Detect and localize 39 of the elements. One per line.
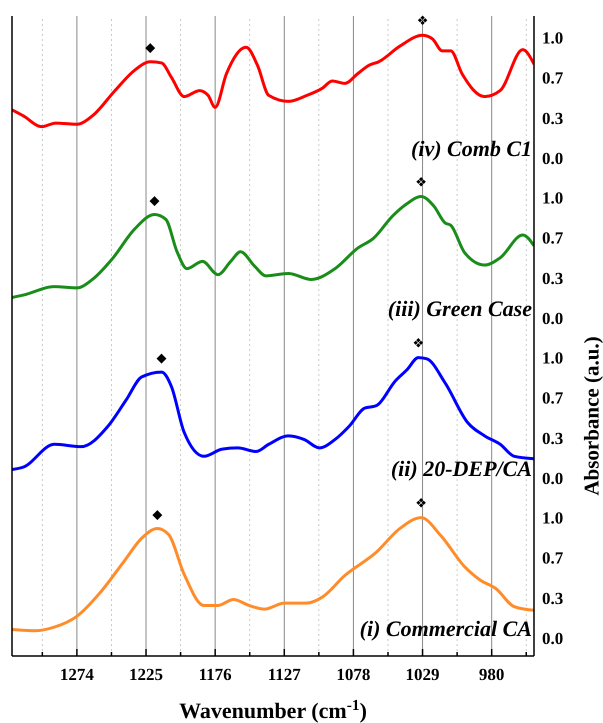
annotation: ❖ — [415, 175, 427, 190]
y-tick-label: 0.0 — [542, 468, 564, 488]
annotation: ◆ — [156, 351, 167, 366]
y-tick-label: 0.0 — [542, 628, 564, 648]
y-tick-label: 0.7 — [542, 228, 564, 248]
annotation: (i) Commercial CA — [360, 616, 532, 642]
line-series — [12, 194, 534, 300]
y-tick-label: 0.3 — [542, 428, 564, 448]
y-tick-label: 1.0 — [542, 28, 564, 48]
y-tick-label: 1.0 — [542, 508, 564, 528]
y-tick-label: 0.0 — [542, 308, 564, 328]
annotation: ❖ — [412, 336, 424, 352]
y-tick-label: 0.7 — [542, 68, 564, 88]
annotation: ❖ — [416, 14, 428, 30]
annotation: ◆ — [149, 193, 160, 208]
x-tick-label: 1225 — [129, 665, 164, 684]
y-tick-label: 0.3 — [542, 108, 564, 128]
annotation: (iii) Green Case — [388, 296, 532, 322]
x-tick-label: 1029 — [406, 665, 440, 684]
x-tick-label: 1274 — [60, 665, 94, 684]
y-tick-label: 0.7 — [542, 548, 564, 568]
y-tick-label: 0.3 — [542, 268, 564, 288]
x-tick-label: 1176 — [198, 665, 232, 684]
annotation: (iv) Comb C1 — [411, 136, 532, 162]
line-series — [12, 34, 534, 128]
y-tick-label: 1.0 — [542, 348, 564, 368]
annotation: ❖ — [415, 496, 427, 512]
y-tick-label: 0.3 — [542, 588, 564, 608]
y-tick-label: 1.0 — [542, 188, 564, 208]
x-tick-label: 980 — [478, 665, 504, 684]
x-tick-label: 1078 — [336, 665, 370, 684]
y-tick-label: 0.0 — [542, 148, 564, 168]
x-axis-title: Wavenumber (cm$^{-1}$) — [179, 696, 367, 723]
y-tick-label: 0.7 — [542, 388, 564, 408]
annotation: ◆ — [152, 507, 162, 522]
x-tick-label: 1127 — [268, 665, 302, 684]
annotation: ◆ — [145, 40, 156, 56]
y-axis-title: Absorbance (a.u.) — [580, 336, 603, 496]
annotation: (ii) 20-DEP/CA — [390, 456, 532, 482]
